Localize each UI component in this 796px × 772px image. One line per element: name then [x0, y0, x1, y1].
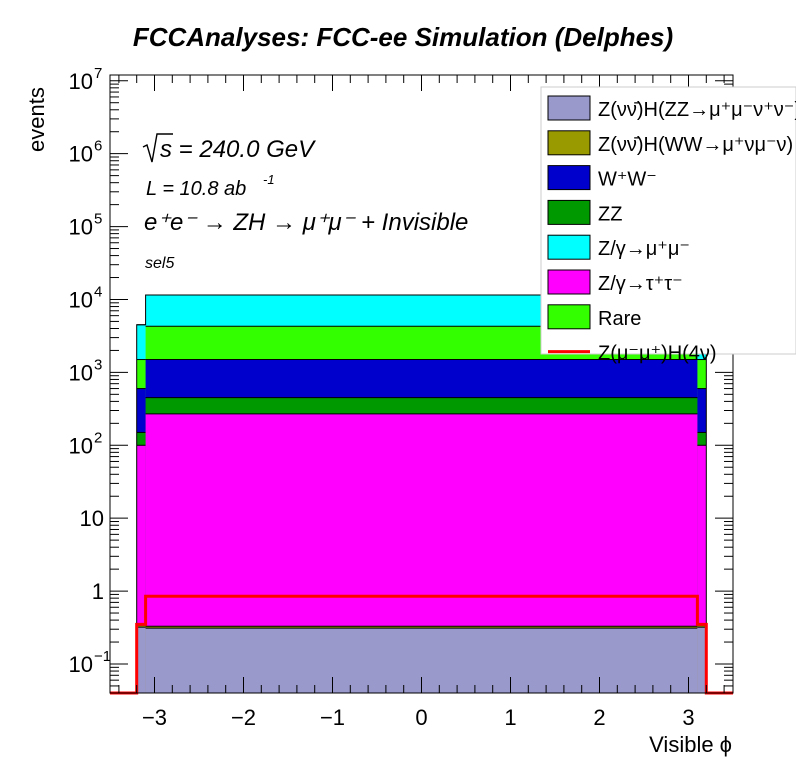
legend-swatch: [547, 199, 591, 225]
x-tick-label: 3: [682, 705, 694, 730]
legend-swatch: [547, 269, 591, 295]
x-tick-label: −2: [231, 705, 256, 730]
lumi-exponent: -1: [263, 172, 275, 187]
chart-title: FCCAnalyses: FCC-ee Simulation (Delphes): [133, 22, 673, 52]
y-tick-label: 10: [80, 506, 104, 531]
y-tick-label: 10: [69, 215, 93, 240]
annotations: s = 240.0 GeV L = 10.8 ab -1 e⁺e⁻ → ZH → μ⁺…: [142, 133, 468, 272]
y-tick-label: 10: [69, 652, 93, 677]
bar: [697, 627, 707, 693]
legend-label: Z(νν̄)H(ZZ→μ⁺μ⁻ν⁺ν⁻): [598, 99, 796, 121]
selection-label: sel5: [145, 255, 174, 272]
x-tick-label: −3: [142, 705, 167, 730]
y-tick-exponent: 2: [94, 429, 102, 446]
signal-line: [110, 594, 733, 695]
legend-label: Z(νν̄)H(WW→μ⁺νμ⁻ν): [598, 134, 793, 156]
legend: Z(νν̄)H(ZZ→μ⁺μ⁻ν⁺ν⁻) Z(νν̄)H(WW→μ⁺νμ⁻ν) W⁺…: [540, 86, 796, 365]
y-tick-exponent: 7: [94, 65, 102, 82]
y-tick-exponent: −1: [94, 648, 111, 665]
y-tick-label: 1: [92, 579, 104, 604]
legend-swatch: [547, 234, 591, 260]
x-tick-label: −1: [320, 705, 345, 730]
legend-swatch: [547, 304, 591, 330]
y-tick-exponent: 4: [94, 283, 102, 300]
legend-swatch: [547, 165, 591, 191]
legend-label: W⁺W⁻: [598, 169, 657, 191]
histogram-bars: [136, 294, 707, 693]
y-axis-label: events: [24, 87, 49, 152]
legend-label: Z/γ→μ⁺μ⁻: [598, 238, 690, 260]
x-tick-label: 1: [504, 705, 516, 730]
legend-swatch: [547, 95, 591, 121]
sqrt-symbol: [142, 133, 173, 163]
y-tick-label: 10: [69, 360, 93, 385]
y-tick-label: 10: [69, 287, 93, 312]
y-tick-label: 10: [69, 142, 93, 167]
process-label: e⁺e⁻ → ZH → μ⁺μ⁻ + Invisible: [144, 209, 468, 236]
y-tick-exponent: 3: [94, 356, 102, 373]
legend-label: Z(μ⁻μ⁺)H(4ν): [598, 343, 717, 365]
y-tick-label: 10: [69, 69, 93, 94]
y-tick-exponent: 5: [94, 211, 102, 228]
x-tick-label: 2: [593, 705, 605, 730]
legend-label: ZZ: [598, 203, 622, 225]
legend-swatch: [547, 130, 591, 156]
x-axis-label: Visible ϕ: [649, 732, 732, 757]
x-tick-label: 0: [415, 705, 427, 730]
legend-label: Rare: [598, 308, 641, 330]
sqrt-s-label: s = 240.0 GeV: [160, 136, 316, 163]
y-tick-exponent: 6: [94, 138, 102, 155]
y-tick-label: 10: [69, 433, 93, 458]
lumi-label: L = 10.8 ab: [146, 178, 246, 200]
bar: [136, 445, 146, 693]
signal-step: [110, 594, 733, 695]
bar: [136, 627, 146, 693]
bar: [697, 445, 707, 693]
legend-label: Z/γ→τ⁺τ⁻: [598, 273, 683, 295]
